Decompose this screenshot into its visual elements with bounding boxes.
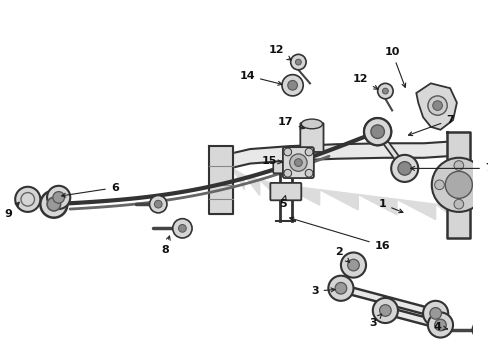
Text: 7: 7 — [407, 115, 453, 136]
Circle shape — [370, 125, 384, 139]
Circle shape — [40, 191, 67, 218]
Text: 11: 11 — [0, 359, 1, 360]
Circle shape — [305, 148, 312, 156]
Polygon shape — [415, 84, 456, 130]
Circle shape — [15, 187, 40, 212]
Circle shape — [47, 197, 61, 211]
Circle shape — [172, 219, 192, 238]
Polygon shape — [221, 156, 224, 175]
Circle shape — [327, 276, 353, 301]
Text: 16: 16 — [289, 217, 389, 251]
Circle shape — [453, 161, 463, 170]
Circle shape — [149, 195, 166, 213]
Text: 2: 2 — [334, 247, 349, 262]
Text: 17: 17 — [278, 117, 304, 129]
Circle shape — [390, 155, 417, 182]
Circle shape — [47, 186, 70, 209]
Polygon shape — [288, 144, 336, 161]
Circle shape — [347, 259, 359, 271]
Polygon shape — [221, 149, 249, 170]
Circle shape — [290, 54, 305, 70]
Circle shape — [282, 75, 303, 96]
Text: 14: 14 — [239, 71, 282, 85]
Circle shape — [154, 200, 162, 208]
Text: 12: 12 — [352, 75, 377, 89]
Circle shape — [427, 312, 452, 338]
Polygon shape — [423, 141, 452, 158]
Circle shape — [429, 307, 441, 319]
Circle shape — [445, 171, 471, 198]
Circle shape — [178, 225, 186, 232]
Circle shape — [284, 169, 291, 177]
Circle shape — [434, 319, 446, 331]
Text: 13: 13 — [0, 359, 1, 360]
Polygon shape — [224, 161, 232, 183]
Polygon shape — [336, 143, 385, 159]
Circle shape — [377, 84, 392, 99]
FancyBboxPatch shape — [300, 123, 323, 152]
Circle shape — [372, 298, 397, 323]
Polygon shape — [319, 190, 358, 210]
Text: 6: 6 — [61, 183, 119, 197]
Text: 8: 8 — [161, 236, 170, 255]
Circle shape — [295, 59, 301, 65]
Polygon shape — [244, 175, 259, 195]
Polygon shape — [259, 180, 281, 200]
Circle shape — [305, 169, 312, 177]
Text: 7: 7 — [410, 163, 488, 174]
Text: 9: 9 — [4, 202, 19, 219]
Circle shape — [364, 118, 390, 145]
Circle shape — [284, 148, 291, 156]
Circle shape — [334, 283, 346, 294]
Text: 3: 3 — [310, 286, 334, 296]
Polygon shape — [385, 143, 423, 158]
Circle shape — [294, 159, 302, 166]
Circle shape — [471, 320, 488, 339]
Polygon shape — [281, 185, 319, 205]
Text: 10: 10 — [384, 48, 405, 87]
Circle shape — [472, 180, 482, 190]
Text: 1: 1 — [378, 199, 402, 213]
Circle shape — [370, 125, 384, 139]
FancyBboxPatch shape — [273, 162, 298, 173]
Circle shape — [364, 118, 390, 145]
Polygon shape — [452, 141, 466, 156]
Circle shape — [477, 326, 485, 334]
Circle shape — [382, 88, 387, 94]
Text: 15: 15 — [261, 156, 282, 166]
Circle shape — [53, 192, 64, 203]
Polygon shape — [396, 199, 435, 220]
FancyBboxPatch shape — [270, 183, 301, 200]
Polygon shape — [249, 146, 288, 163]
Circle shape — [379, 305, 390, 316]
FancyBboxPatch shape — [283, 147, 313, 178]
Circle shape — [427, 96, 447, 115]
Polygon shape — [208, 146, 232, 214]
Circle shape — [432, 101, 442, 111]
Text: 4: 4 — [433, 322, 447, 332]
Circle shape — [453, 199, 463, 209]
Text: 3: 3 — [368, 314, 381, 328]
Polygon shape — [232, 168, 244, 190]
Polygon shape — [447, 132, 469, 238]
Text: 5: 5 — [279, 195, 286, 209]
Circle shape — [422, 301, 447, 326]
Circle shape — [287, 80, 297, 90]
Circle shape — [340, 252, 366, 278]
Ellipse shape — [301, 119, 322, 129]
Polygon shape — [358, 194, 396, 215]
Circle shape — [289, 154, 306, 171]
Text: 12: 12 — [268, 45, 290, 60]
Circle shape — [434, 180, 444, 190]
Circle shape — [397, 162, 410, 175]
Polygon shape — [435, 204, 462, 225]
Circle shape — [431, 158, 485, 212]
